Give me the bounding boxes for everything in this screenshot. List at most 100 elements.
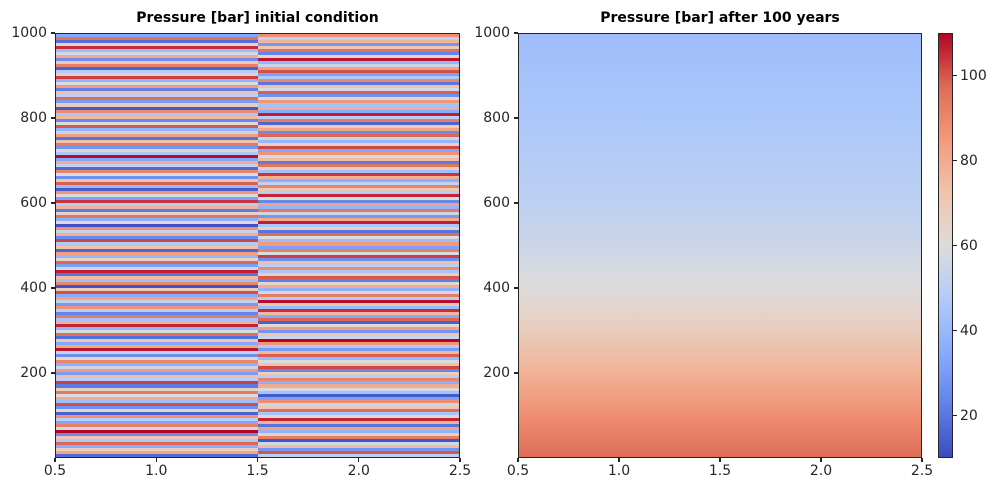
heatmap-cell	[56, 299, 258, 304]
heatmap-cell	[257, 330, 459, 334]
heatmap-cell	[257, 405, 459, 409]
heatmap-cell	[257, 450, 459, 455]
heatmap-cell	[257, 145, 459, 150]
heatmap-cell	[257, 399, 459, 403]
heatmap-cell	[56, 139, 258, 144]
heatmap-cell	[257, 79, 459, 83]
heatmap-cell	[56, 88, 258, 92]
pressure-gradient-fill	[519, 34, 921, 457]
heatmap-cell	[56, 429, 258, 434]
heatmap-cell	[257, 46, 459, 50]
heatmap-cell	[56, 324, 258, 328]
heatmap-cell	[56, 176, 258, 180]
heatmap-cell	[56, 191, 258, 195]
heatmap-cell	[56, 94, 258, 98]
heatmap-cell	[56, 281, 258, 286]
heatmap-cell	[257, 176, 459, 180]
heatmap-cell	[257, 64, 459, 68]
heatmap-cell	[56, 221, 258, 225]
heatmap-cell	[257, 308, 459, 313]
heatmap-cell	[56, 157, 258, 162]
heatmap-cell	[56, 414, 258, 418]
heatmap-cell	[257, 163, 459, 168]
y-tick	[514, 202, 518, 204]
heatmap-cell	[257, 275, 459, 279]
heatmap-cell	[257, 227, 459, 231]
heatmap-cell	[257, 206, 459, 210]
heatmap-cell	[56, 148, 258, 153]
heatmap-cell	[257, 432, 459, 437]
heatmap-cell	[56, 166, 258, 171]
heatmap-cell	[257, 61, 459, 65]
heatmap-cell	[257, 453, 459, 457]
heatmap-cell	[257, 429, 459, 434]
heatmap-cell	[56, 360, 258, 364]
y-tick	[51, 32, 55, 34]
heatmap-cell	[257, 254, 459, 258]
heatmap-cell	[257, 447, 459, 452]
heatmap-cell	[257, 257, 459, 261]
heatmap-cell	[56, 272, 258, 276]
y-tick	[51, 117, 55, 119]
heatmap-cell	[257, 245, 459, 249]
heatmap-cell	[257, 188, 459, 192]
heatmap-cell	[257, 236, 459, 240]
heatmap-cell	[257, 339, 459, 343]
y-tick-label: 800	[20, 110, 47, 126]
heatmap-cell	[257, 166, 459, 171]
heatmap-cell	[257, 52, 459, 56]
heatmap-cell	[56, 115, 258, 119]
x-tick-label: 2.5	[910, 463, 934, 479]
heatmap-cell	[257, 133, 459, 137]
heatmap-cell	[56, 224, 258, 228]
heatmap-cell	[56, 206, 258, 210]
heatmap-cell	[56, 290, 258, 295]
heatmap-cell	[257, 215, 459, 219]
heatmap-cell	[56, 420, 258, 424]
heatmap-cell	[56, 435, 258, 440]
heatmap-cell	[257, 160, 459, 165]
heatmap-cell	[257, 290, 459, 295]
colorbar-tick-label: 60	[960, 237, 978, 254]
heatmap-cell	[257, 417, 459, 421]
heatmap-cell	[257, 209, 459, 213]
colorbar-tick-label: 80	[960, 152, 978, 169]
heatmap-cell	[56, 182, 258, 186]
y-tick-label: 200	[20, 365, 47, 381]
heatmap-cell	[56, 333, 258, 337]
heatmap-cell	[56, 257, 258, 261]
heatmap-cell	[257, 423, 459, 428]
heatmap-cell	[56, 151, 258, 156]
x-tick	[618, 458, 620, 462]
heatmap-cell	[56, 121, 258, 125]
heatmap-cell	[257, 118, 459, 122]
heatmap-cell	[257, 278, 459, 282]
heatmap-cell	[56, 163, 258, 168]
heatmap-cell	[257, 251, 459, 255]
heatmap-cell	[56, 73, 258, 77]
heatmap-cell	[56, 305, 258, 310]
heatmap-cell	[257, 203, 459, 207]
heatmap-cell	[56, 248, 258, 252]
heatmap-cell	[257, 333, 459, 337]
heatmap-cell	[257, 127, 459, 131]
heatmap-cell	[257, 321, 459, 325]
heatmap-cell	[56, 363, 258, 367]
heatmap-cell	[257, 396, 459, 400]
heatmap-cell	[257, 299, 459, 304]
heatmap-cell	[56, 260, 258, 264]
heatmap-cell	[257, 233, 459, 237]
heatmap-cell	[257, 420, 459, 424]
heatmap-cell	[257, 106, 459, 110]
heatmap-cell	[257, 360, 459, 364]
heatmap-cell	[56, 336, 258, 340]
heatmap-cell	[56, 194, 258, 198]
heatmap-cell	[56, 423, 258, 428]
heatmap-cell	[56, 55, 258, 59]
y-tick-label: 600	[20, 195, 47, 211]
heatmap-cell	[56, 233, 258, 237]
heatmap-cell	[56, 242, 258, 246]
heatmap-cell	[56, 381, 258, 385]
heatmap-cell	[56, 417, 258, 421]
